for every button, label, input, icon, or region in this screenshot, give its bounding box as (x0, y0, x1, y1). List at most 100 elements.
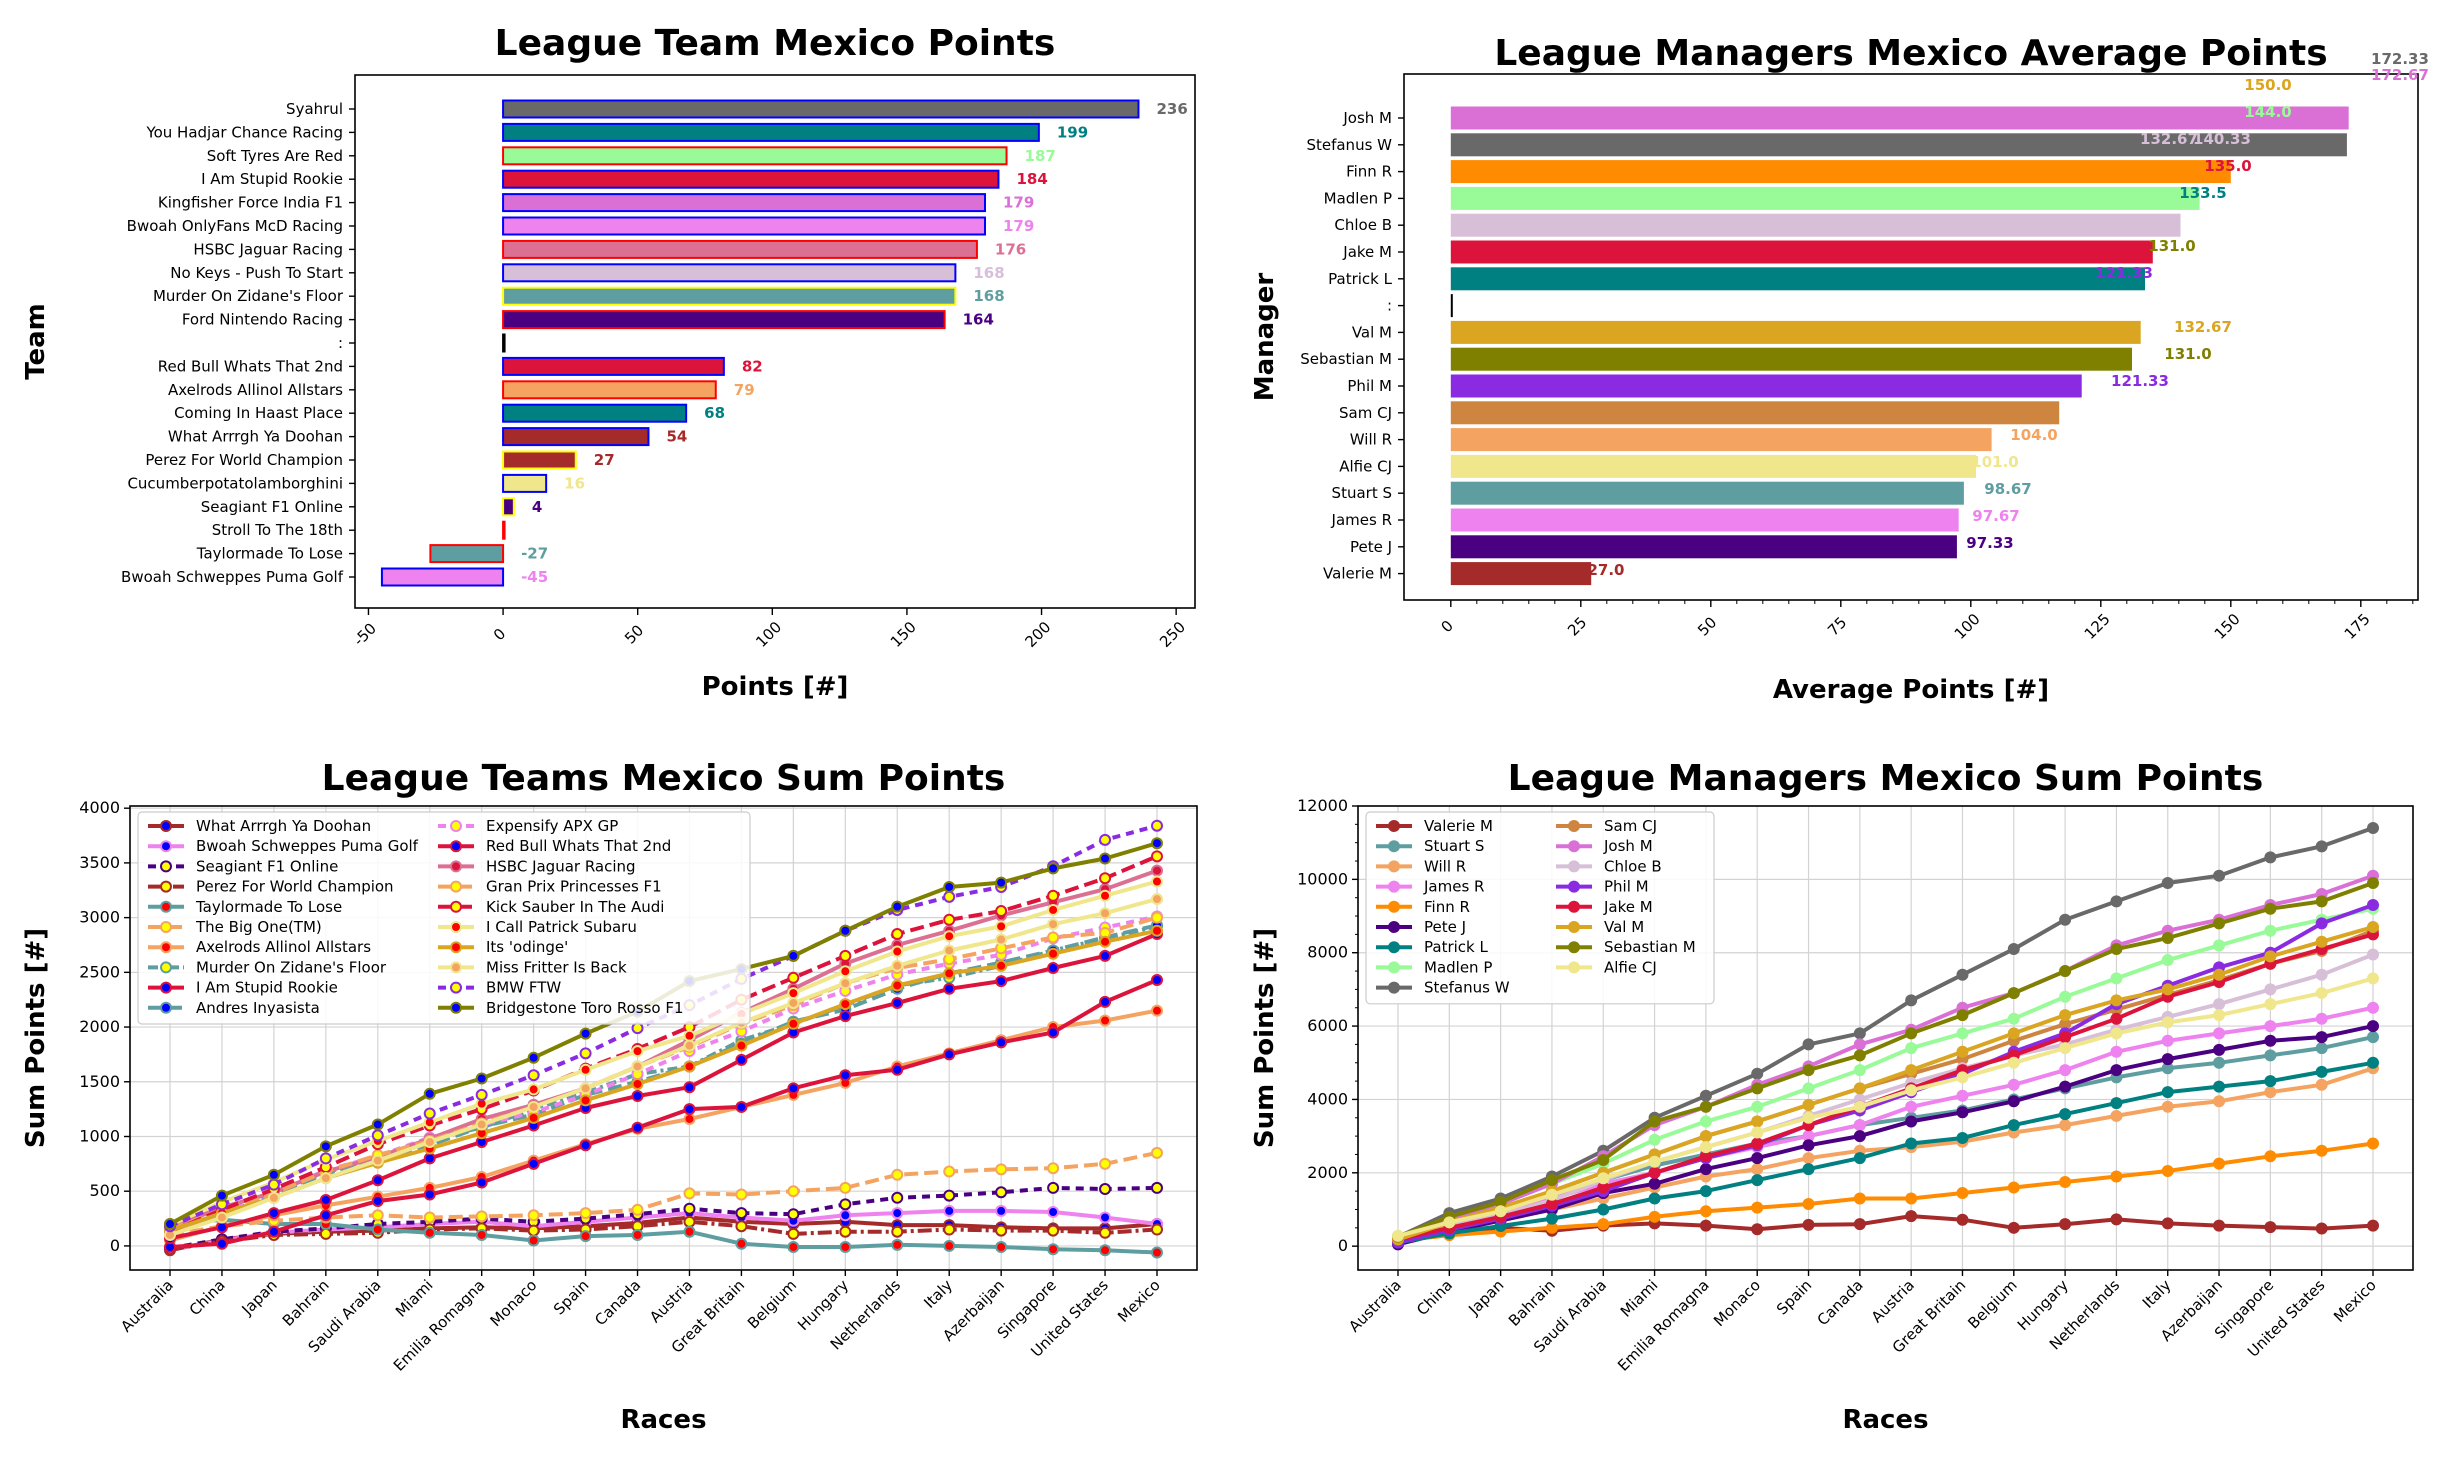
legend-entry: Miss Fritter Is Back (486, 958, 627, 976)
data-point (2059, 913, 2072, 926)
data-point (1956, 1071, 1969, 1084)
x-tick-label: Italy (2139, 1276, 2175, 1312)
data-point (1699, 1100, 1712, 1113)
data-point (527, 1157, 540, 1170)
legend-swatch-marker (160, 941, 172, 954)
data-point (1699, 1089, 1712, 1102)
data-point (1099, 949, 1112, 962)
series-line (169, 1150, 1158, 1237)
data-point (215, 1189, 228, 1202)
bar (1450, 160, 2231, 184)
data-point (2007, 1027, 2020, 1040)
data-label: 179 (1003, 194, 1034, 212)
data-point (1956, 1213, 1969, 1226)
data-point (2264, 998, 2277, 1011)
data-point (2213, 939, 2226, 952)
data-point (839, 924, 852, 937)
data-point (1151, 924, 1163, 937)
data-point (683, 1039, 696, 1052)
y-tick-label: 1000 (79, 1126, 120, 1145)
legend-entry: Sebastian M (1604, 938, 1696, 956)
data-point (891, 1168, 904, 1181)
data-point (1905, 1137, 1918, 1150)
data-point (1853, 1064, 1866, 1077)
data-point (2110, 994, 2123, 1007)
data-point (1597, 1153, 1610, 1166)
data-point (2059, 1009, 2072, 1022)
data-point (475, 1072, 488, 1085)
bar (502, 450, 577, 470)
data-label: 121.33 (2111, 372, 2169, 390)
legend-swatch-marker (160, 1001, 172, 1014)
data-point (1751, 1126, 1764, 1139)
legend-swatch-marker (1568, 921, 1580, 933)
data-point (1099, 1014, 1112, 1027)
data-point (943, 967, 956, 980)
data-point (2059, 1018, 2072, 1031)
data-point (631, 1121, 644, 1134)
data-point (631, 1045, 644, 1058)
data-point (1802, 1098, 1815, 1111)
data-label: 97.67 (1972, 507, 2019, 525)
x-tick-label: Australia (117, 1276, 177, 1336)
data-label: 144.0 (2244, 103, 2291, 121)
plot-frame (129, 805, 1198, 1271)
x-tick-label: 150 (2211, 610, 2244, 643)
data-point (839, 1241, 852, 1254)
legend-entry: BMW FTW (486, 979, 561, 997)
data-point (2007, 1181, 2020, 1194)
legend-entry: Red Bull Whats That 2nd (486, 837, 671, 855)
x-axis-label: Races (1842, 1405, 1928, 1435)
data-point (2161, 983, 2174, 996)
data-point (1099, 995, 1112, 1008)
data-point (527, 1069, 540, 1082)
data-point (2315, 1078, 2328, 1091)
data-point (1151, 1246, 1163, 1259)
data-point (1802, 1139, 1815, 1152)
data-point (683, 1060, 696, 1073)
data-point (1648, 1166, 1661, 1179)
data-label: 98.67 (1984, 480, 2031, 498)
data-point (423, 1135, 436, 1148)
data-point (735, 1237, 748, 1250)
legend-swatch-marker (1568, 820, 1580, 832)
data-point (1699, 1115, 1712, 1128)
x-tick-label: Italy (920, 1276, 956, 1312)
data-point (164, 1218, 176, 1231)
data-point (1597, 1181, 1610, 1194)
legend-swatch-marker (450, 860, 462, 873)
x-tick-label: 100 (752, 618, 785, 651)
data-point (2059, 1108, 2072, 1121)
data-point (1545, 1212, 1558, 1225)
legend-entry: Alfie CJ (1604, 958, 1657, 976)
y-tick-label: 6000 (1307, 1016, 1348, 1035)
bar (1450, 401, 2060, 425)
data-point (1151, 819, 1163, 832)
data-point (423, 1152, 436, 1165)
series-line (1397, 952, 2374, 1241)
data-label: 117.0 (2004, 399, 2051, 417)
series-line (169, 854, 1158, 1234)
legend-swatch-marker (450, 1001, 462, 1014)
legend-entry: Patrick L (1424, 938, 1488, 956)
data-point (527, 1111, 540, 1124)
data-point (1151, 1223, 1163, 1236)
data-point (2007, 1095, 2020, 1108)
data-point (2367, 822, 2379, 835)
x-tick-label: -50 (350, 619, 380, 649)
x-tick-label: 200 (1022, 618, 1055, 651)
legend-box (137, 811, 751, 1025)
data-point (995, 1204, 1008, 1217)
x-tick-label: Austria (646, 1276, 696, 1326)
data-point (1151, 850, 1163, 863)
data-point (1956, 1186, 1969, 1199)
legend-swatch-marker (450, 941, 462, 954)
legend-box (1365, 811, 1715, 1005)
y-tick-label: 0 (110, 1236, 120, 1255)
y-tick-label: 2000 (1307, 1163, 1348, 1182)
data-point (2161, 1100, 2174, 1113)
y-tick-label: Kingfisher Force India F1 (158, 194, 343, 212)
data-point (2367, 899, 2379, 912)
data-label: 164 (963, 311, 994, 329)
data-point (1802, 1130, 1815, 1143)
